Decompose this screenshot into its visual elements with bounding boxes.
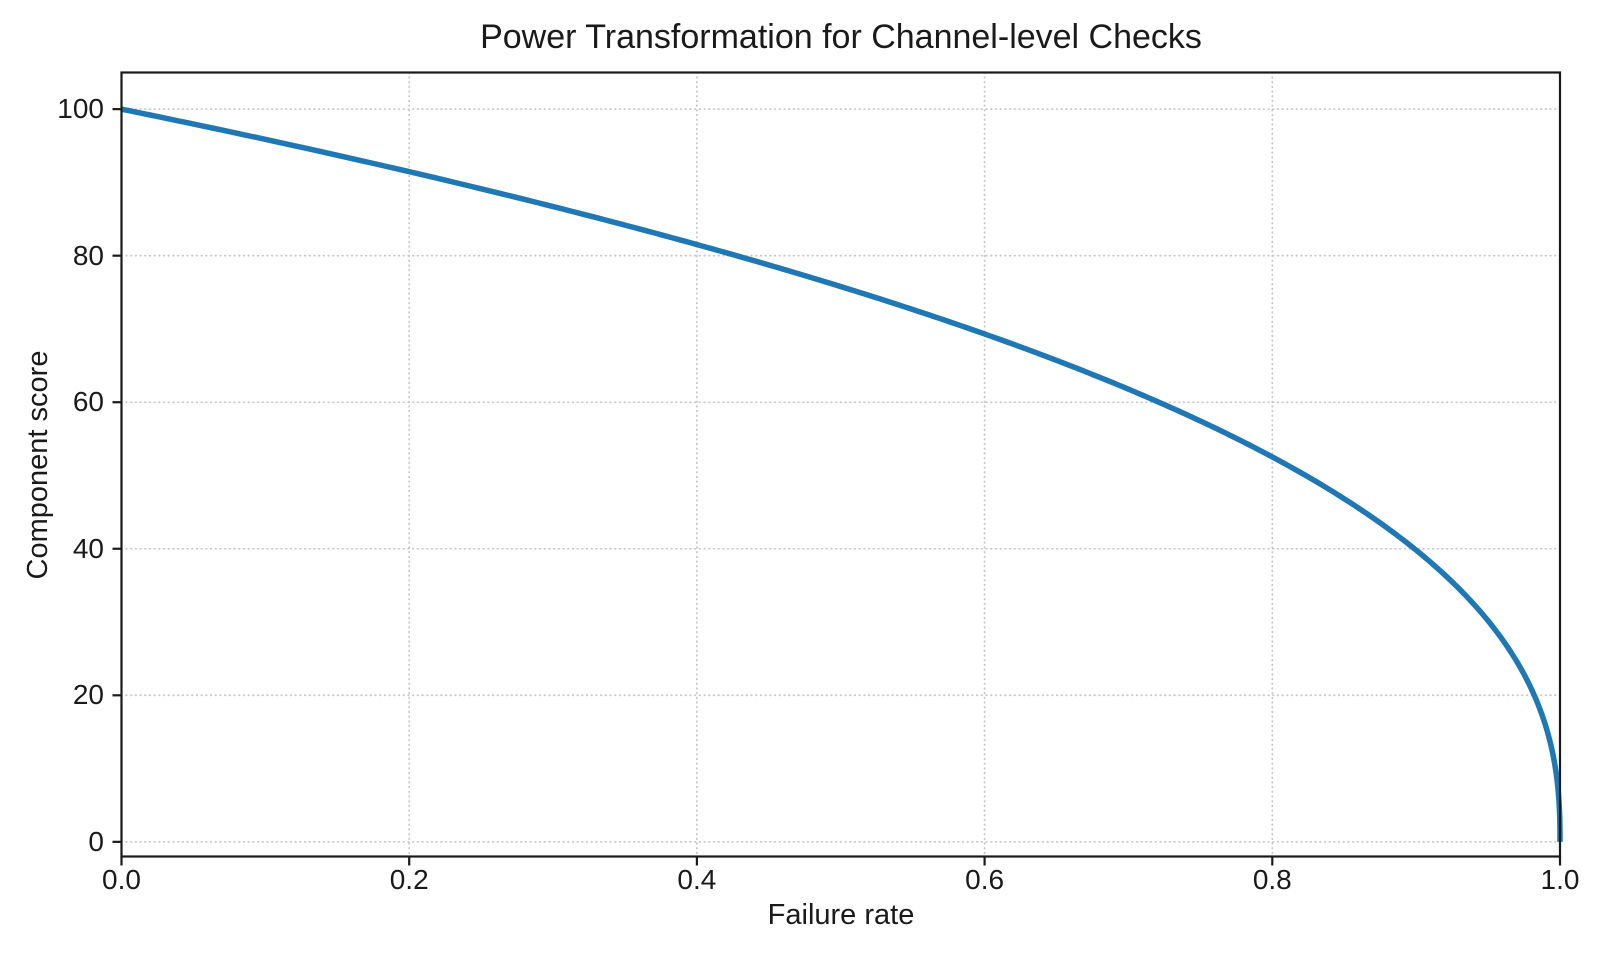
x-tick-label: 0.6 — [965, 864, 1005, 895]
grid-lines — [120, 71, 1561, 858]
y-tick-label: 100 — [57, 93, 104, 125]
x-axis-label: Failure rate — [767, 899, 915, 931]
x-tick-label: 0.2 — [389, 864, 429, 895]
y-tick-label: 20 — [72, 679, 104, 711]
x-tick-label: 0.8 — [1252, 864, 1292, 895]
y-tick-label: 60 — [72, 386, 104, 418]
chart-title: Power Transformation for Channel-level C… — [480, 18, 1202, 56]
series-lines — [120, 106, 1563, 842]
tick-marks — [112, 108, 1562, 866]
axes-frame — [120, 71, 1562, 858]
y-tick-label: 40 — [72, 532, 104, 564]
x-tick-label: 0.4 — [677, 864, 717, 895]
y-tick-label: 0 — [88, 825, 104, 857]
y-tick-label: 80 — [72, 239, 104, 271]
series-line — [120, 106, 1563, 842]
x-tick-label: 1.0 — [1540, 864, 1580, 895]
x-tick-label: 0.0 — [102, 864, 141, 895]
